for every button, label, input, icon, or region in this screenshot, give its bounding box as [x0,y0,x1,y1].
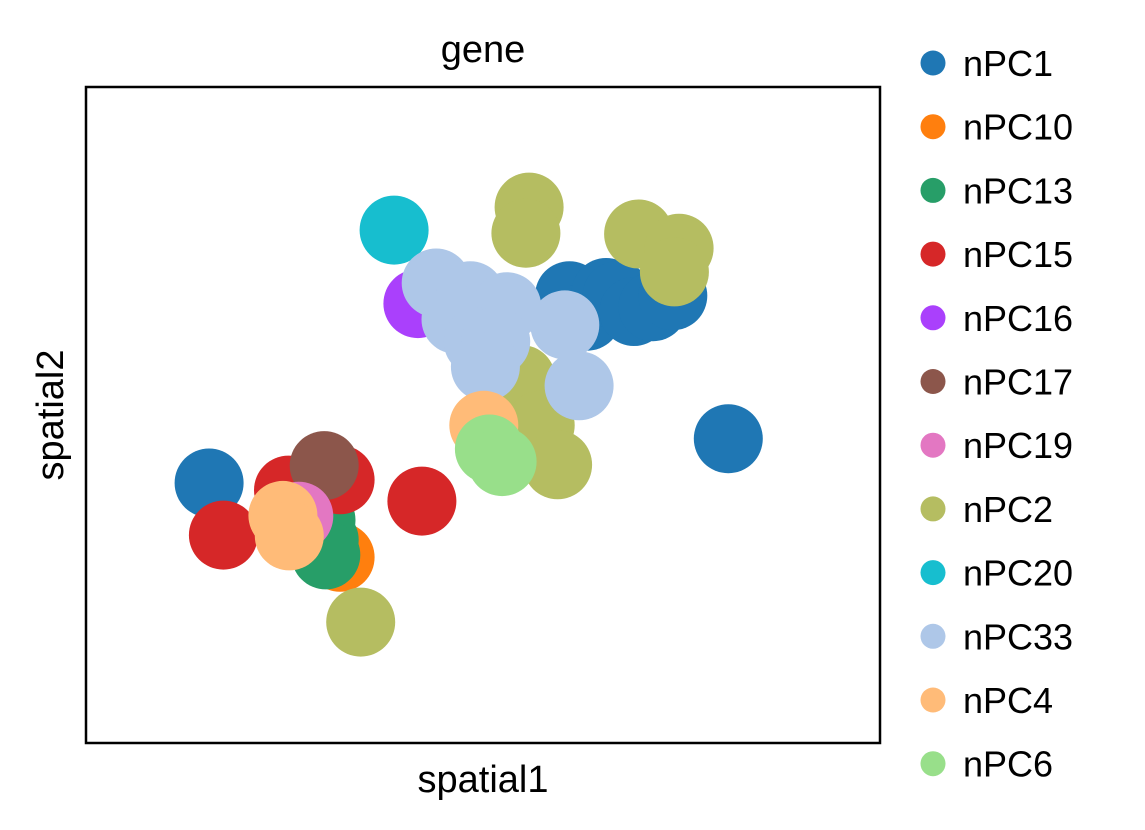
legend-label-npc16: nPC16 [963,298,1073,339]
data-point-npc15-0 [188,500,258,570]
data-point-npc1-0 [174,448,244,518]
legend-item-npc33: nPC33 [920,616,1073,657]
legend-label-npc10: nPC10 [963,107,1073,148]
data-point-npc20-0 [359,195,429,265]
legend-marker-npc20 [920,560,946,586]
data-point-npc2-8 [326,587,396,657]
legend-marker-npc19 [920,432,946,458]
legend-marker-npc17 [920,369,946,394]
legend-marker-npc15 [920,241,946,267]
legend-label-npc6: nPC6 [963,744,1053,785]
legend-item-npc1: nPC1 [920,43,1053,84]
legend-marker-npc4 [920,687,946,713]
data-point-npc33-7 [530,290,600,360]
legend-marker-npc16 [920,305,946,331]
y-axis-label: spatial2 [30,350,72,481]
data-point-npc1-1 [693,404,763,474]
legend-item-npc16: nPC16 [920,298,1073,339]
legend-label-npc15: nPC15 [963,234,1073,275]
legend-label-npc19: nPC19 [963,425,1073,466]
legend-label-npc17: nPC17 [963,362,1073,403]
legend-label-npc2: nPC2 [963,489,1053,530]
data-point-npc33-8 [544,351,614,421]
x-axis-label: spatial1 [418,759,549,801]
chart-title: gene [441,29,526,71]
data-point-npc2-7 [523,430,593,500]
data-point-npc15-3 [387,466,457,536]
legend-label-npc1: nPC1 [963,43,1053,84]
legend-item-npc20: nPC20 [920,553,1073,594]
points-layer [174,172,763,657]
legend-marker-npc1 [920,50,946,76]
legend-marker-npc2 [920,496,946,522]
legend-item-npc10: nPC10 [920,107,1073,148]
legend-label-npc20: nPC20 [963,553,1073,594]
data-point-npc2-4 [639,237,709,307]
data-point-npc33-6 [450,332,520,402]
legend-item-npc6: nPC6 [920,744,1053,785]
legend: nPC1 nPC10 nPC13 nPC15 nPC16 nPC17 nPC19 nPC2 nP… [920,43,1073,785]
legend-item-npc2: nPC2 [920,489,1053,530]
legend-marker-npc33 [920,623,946,649]
data-point-npc2-1 [491,198,561,268]
plot-frame [84,85,882,745]
legend-label-npc4: nPC4 [963,680,1053,721]
legend-item-npc17: nPC17 [920,362,1073,403]
legend-marker-npc13 [920,177,946,203]
legend-label-npc33: nPC33 [963,616,1073,657]
legend-item-npc15: nPC15 [920,234,1073,275]
legend-item-npc19: nPC19 [920,425,1073,466]
legend-item-npc13: nPC13 [920,170,1073,211]
legend-marker-npc6 [920,751,946,777]
legend-item-npc4: nPC4 [920,680,1053,721]
legend-marker-npc10 [920,114,946,140]
legend-label-npc13: nPC13 [963,170,1073,211]
data-point-npc6-1 [467,427,537,497]
data-point-npc4-1 [254,501,324,571]
